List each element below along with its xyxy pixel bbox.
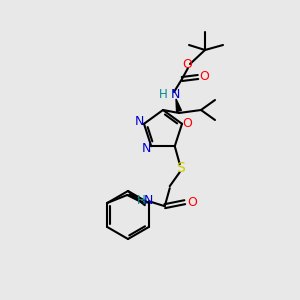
Text: O: O [187, 196, 197, 209]
Text: N: N [144, 194, 153, 207]
Text: N: N [170, 88, 180, 101]
Text: O: O [199, 70, 209, 83]
Text: H: H [159, 88, 168, 101]
Text: O: O [182, 117, 192, 130]
Text: N: N [142, 142, 151, 155]
Text: N: N [134, 115, 144, 128]
Text: S: S [176, 161, 185, 175]
Text: H: H [136, 194, 145, 207]
Text: O: O [182, 58, 192, 70]
Polygon shape [176, 99, 182, 112]
